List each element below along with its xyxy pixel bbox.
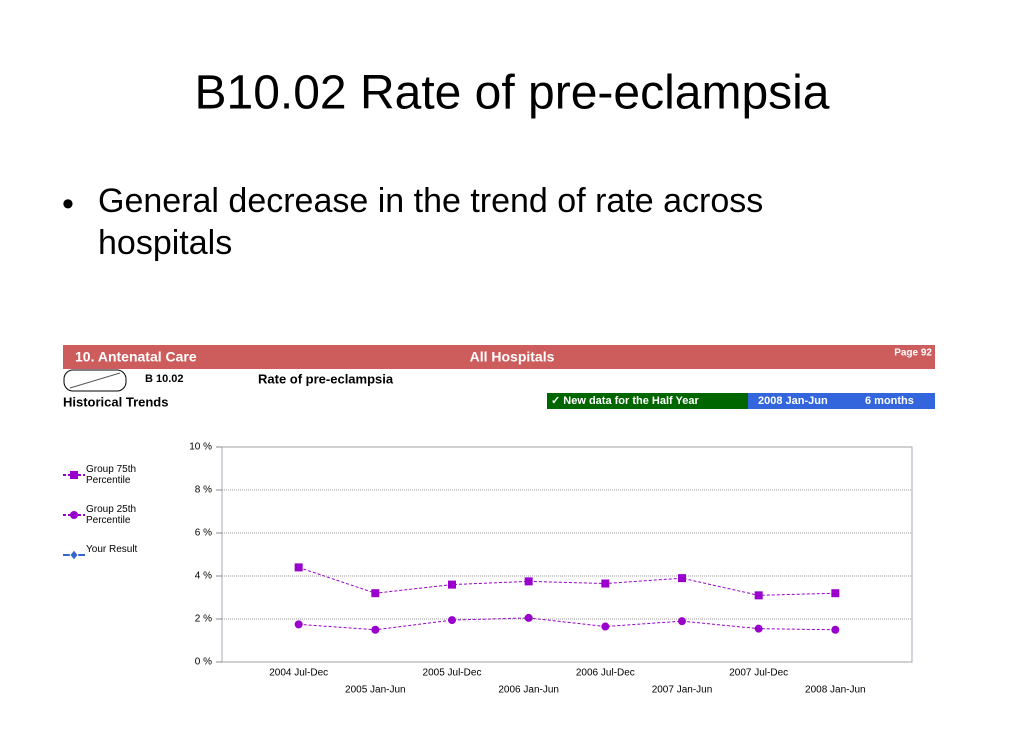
marker (601, 622, 610, 631)
bullet-dot: • (62, 185, 74, 223)
scope: All Hospitals (470, 349, 555, 365)
x-tick-label: 2007 Jul-Dec (729, 668, 788, 679)
marker (294, 563, 303, 572)
x-tick-label: 2005 Jan-Jun (345, 685, 406, 696)
x-tick-label: 2007 Jan-Jun (652, 685, 713, 696)
months: 6 months (865, 395, 914, 407)
marker (754, 591, 763, 600)
page-number: Page 92 (894, 348, 932, 359)
slide-title: B10.02 Rate of pre-eclampsia (194, 67, 829, 120)
marker (831, 589, 840, 598)
marker (371, 589, 380, 598)
new-data: ✓ New data for the Half Year (551, 395, 699, 407)
y-tick-label: 2 % (195, 614, 212, 625)
marker (524, 577, 533, 586)
marker (371, 625, 380, 634)
marker (678, 617, 686, 626)
x-tick-label: 2006 Jan-Jun (498, 685, 559, 696)
x-tick-label: 2006 Jul-Dec (576, 668, 635, 679)
marker (70, 471, 78, 479)
header-bar (63, 345, 935, 369)
x-tick-label: 2005 Jul-Dec (423, 668, 482, 679)
bullet-text: General decrease in the trend of rate ac… (98, 182, 764, 262)
code: B 10.02 (145, 373, 184, 385)
y-tick-label: 6 % (195, 528, 212, 539)
bullet-box: General decrease in the trend of rate ac… (98, 182, 764, 262)
x-tick-label: 2008 Jan-Jun (805, 685, 866, 696)
marker (69, 549, 79, 561)
x-tick-label: 2004 Jul-Dec (269, 668, 328, 679)
new-data-box (547, 393, 748, 409)
legend-box: Group 75th Percentile (86, 464, 137, 486)
marker (70, 511, 78, 519)
indicator-name: Rate of pre-eclampsia (258, 371, 394, 386)
period: 2008 Jan-Jun (758, 395, 828, 407)
section: 10. Antenatal Care (75, 349, 197, 365)
marker (831, 625, 840, 634)
marker (448, 616, 456, 625)
logo-line (69, 372, 121, 389)
legend-label: Your Result (86, 544, 138, 555)
period-box (748, 393, 935, 409)
y-tick-label: 0 % (195, 657, 212, 668)
marker (754, 624, 763, 633)
y-tick-label: 10 % (189, 442, 212, 453)
marker (601, 579, 610, 588)
legend-label: Group 25th Percentile (86, 504, 137, 526)
legend-label: Group 75th Percentile (86, 464, 137, 486)
legend-box: Your Result (86, 544, 138, 555)
logo-box (63, 369, 127, 392)
legend-box: Group 25th Percentile (86, 504, 137, 526)
subtitle: Historical Trends (63, 394, 168, 409)
marker (294, 620, 303, 629)
y-tick-label: 8 % (195, 485, 212, 496)
marker (678, 574, 686, 583)
marker (524, 613, 533, 622)
y-tick-label: 4 % (195, 571, 212, 582)
marker (448, 580, 456, 589)
